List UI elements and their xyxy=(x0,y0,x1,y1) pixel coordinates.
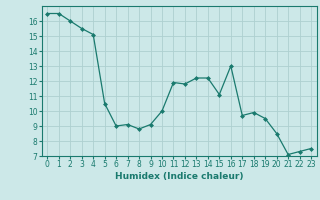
X-axis label: Humidex (Indice chaleur): Humidex (Indice chaleur) xyxy=(115,172,244,181)
